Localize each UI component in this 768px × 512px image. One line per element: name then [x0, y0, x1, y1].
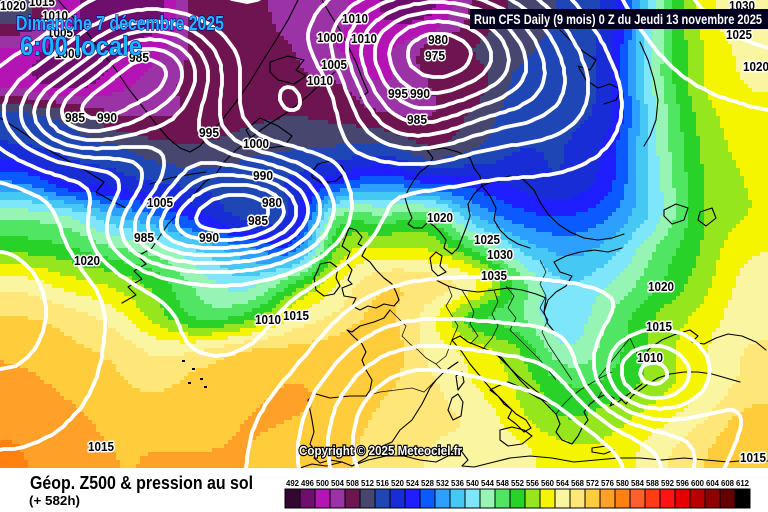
svg-text:1025: 1025: [726, 27, 752, 42]
svg-text:1005: 1005: [147, 195, 173, 210]
svg-text:Run CFS Daily (9 mois) 0 Z du: Run CFS Daily (9 mois) 0 Z du Jeudi 13 n…: [474, 11, 762, 27]
svg-text:592: 592: [661, 478, 674, 488]
svg-text:560: 560: [541, 478, 554, 488]
svg-text:1015: 1015: [646, 319, 672, 334]
svg-text:980: 980: [262, 195, 282, 210]
svg-text:556: 556: [526, 478, 539, 488]
svg-text:1005: 1005: [47, 25, 73, 40]
svg-text:1030: 1030: [487, 247, 513, 262]
svg-text:1020: 1020: [648, 279, 674, 294]
svg-text:1020: 1020: [74, 253, 100, 268]
svg-text:520: 520: [391, 478, 404, 488]
svg-text:1000: 1000: [243, 136, 269, 151]
svg-text:572: 572: [586, 478, 599, 488]
svg-text:600: 600: [691, 478, 704, 488]
svg-text:500: 500: [316, 478, 329, 488]
svg-text:990: 990: [97, 110, 117, 125]
svg-text:1000: 1000: [55, 46, 81, 61]
svg-text:1020: 1020: [0, 0, 26, 13]
svg-text:604: 604: [706, 478, 719, 488]
svg-text:1000: 1000: [317, 30, 343, 45]
svg-text:1010: 1010: [351, 31, 377, 46]
svg-text:608: 608: [721, 478, 734, 488]
svg-text:1010: 1010: [342, 11, 368, 26]
svg-text:1005: 1005: [321, 57, 347, 72]
svg-text:1010: 1010: [307, 73, 333, 88]
svg-text:516: 516: [376, 478, 389, 488]
svg-text:Dimanche 7 décembre 2025: Dimanche 7 décembre 2025: [16, 13, 224, 35]
svg-text:990: 990: [410, 86, 430, 101]
svg-text:596: 596: [676, 478, 689, 488]
svg-text:985: 985: [129, 50, 149, 65]
svg-text:564: 564: [556, 478, 569, 488]
svg-text:568: 568: [571, 478, 584, 488]
svg-text:544: 544: [481, 478, 494, 488]
svg-text:985: 985: [65, 110, 85, 125]
svg-text:1010: 1010: [42, 8, 68, 23]
svg-text:1010: 1010: [637, 350, 663, 365]
svg-text:512: 512: [361, 478, 374, 488]
svg-text:548: 548: [496, 478, 509, 488]
svg-text:985: 985: [248, 213, 268, 228]
svg-text:1010: 1010: [255, 312, 281, 327]
svg-text:980: 980: [428, 32, 448, 47]
svg-text:580: 580: [616, 478, 629, 488]
svg-text:504: 504: [331, 478, 344, 488]
svg-text:990: 990: [199, 230, 219, 245]
svg-text:584: 584: [631, 478, 644, 488]
svg-text:1015: 1015: [740, 450, 766, 465]
svg-text:588: 588: [646, 478, 659, 488]
svg-text:492: 492: [286, 478, 299, 488]
svg-text:528: 528: [421, 478, 434, 488]
svg-text:6:00 locale: 6:00 locale: [20, 31, 142, 61]
svg-text:496: 496: [301, 478, 314, 488]
svg-text:532: 532: [436, 478, 449, 488]
svg-text:524: 524: [406, 478, 419, 488]
svg-text:1025: 1025: [474, 232, 500, 247]
svg-text:1020: 1020: [743, 59, 768, 74]
svg-text:1015: 1015: [88, 439, 114, 454]
svg-text:985: 985: [407, 112, 427, 127]
svg-text:1015: 1015: [283, 308, 309, 323]
svg-text:536: 536: [451, 478, 464, 488]
svg-text:1015: 1015: [29, 0, 55, 9]
svg-text:975: 975: [425, 48, 445, 63]
svg-text:(+ 582h): (+ 582h): [29, 493, 80, 508]
svg-text:1035: 1035: [481, 268, 507, 283]
svg-text:995: 995: [388, 86, 408, 101]
svg-text:985: 985: [134, 230, 154, 245]
svg-text:576: 576: [601, 478, 614, 488]
svg-text:Géop. Z500 & pression au sol: Géop. Z500 & pression au sol: [30, 473, 253, 493]
svg-text:540: 540: [466, 478, 479, 488]
svg-text:990: 990: [253, 168, 273, 183]
svg-text:552: 552: [511, 478, 524, 488]
svg-text:Copyright © 2025 Meteociel.fr: Copyright © 2025 Meteociel.fr: [299, 443, 462, 458]
svg-text:612: 612: [736, 478, 749, 488]
svg-text:995: 995: [199, 125, 219, 140]
svg-text:508: 508: [346, 478, 359, 488]
svg-text:1020: 1020: [427, 210, 453, 225]
